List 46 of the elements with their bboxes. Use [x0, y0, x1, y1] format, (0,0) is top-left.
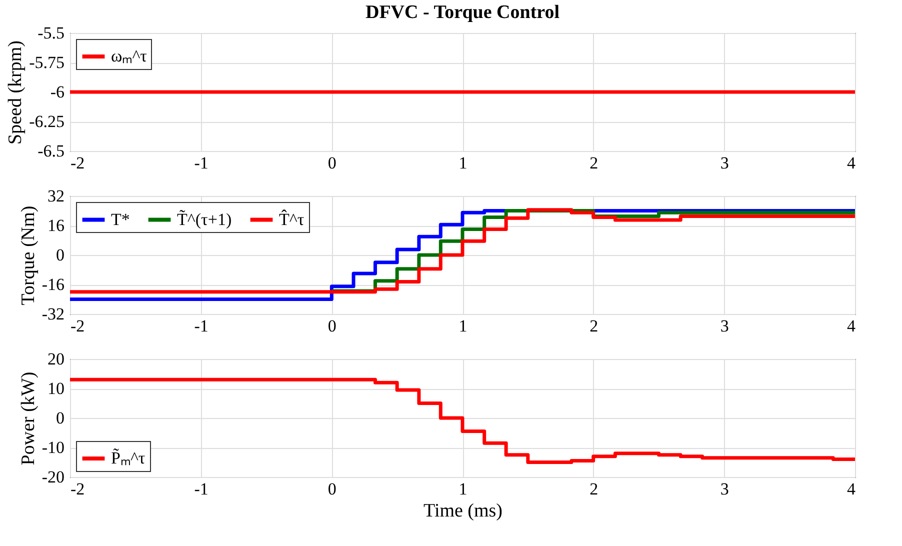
x-tick-label: 2 [590, 480, 598, 498]
legend-label: T̃^(τ+1) [177, 209, 232, 229]
y-tick-label: 10 [48, 379, 64, 398]
x-tick-label: 1 [458, 154, 468, 172]
y-tick-label: 16 [48, 216, 64, 235]
legend-label: T̂^τ [279, 209, 304, 229]
x-tick-label: 0 [328, 154, 336, 172]
x-tick-label: 1 [458, 316, 468, 336]
y-tick-label: 32 [48, 186, 64, 206]
x-axis-title: Time (ms) [423, 500, 503, 522]
y-tick-label: -5.5 [38, 24, 64, 42]
y-tick-label: -16 [42, 275, 64, 294]
x-tick-label: 4 [847, 316, 856, 336]
y-axis-title: Torque (Nm) [18, 206, 39, 306]
y-axis-title: Speed (krpm) [5, 40, 26, 144]
x-tick-label: 0 [328, 480, 336, 498]
y-tick-label: -10 [42, 438, 64, 457]
x-tick-label: -1 [194, 316, 208, 336]
y-tick-label: -5.75 [29, 53, 64, 72]
x-tick-label: -1 [194, 480, 208, 498]
x-tick-label: 3 [720, 480, 729, 498]
x-tick-label: -2 [70, 480, 85, 498]
x-tick-label: 1 [458, 480, 468, 498]
y-tick-label: -6 [50, 82, 64, 102]
x-tick-label: 2 [590, 316, 598, 336]
x-tick-label: 3 [720, 154, 729, 172]
y-tick-label: -6.25 [29, 112, 64, 131]
legend-label: P̃ₘ^τ [111, 448, 146, 468]
legend-label: ωₘ^τ [111, 46, 148, 66]
y-tick-label: 0 [56, 408, 64, 428]
x-tick-label: 4 [847, 480, 856, 498]
y-tick-label: 0 [56, 246, 64, 264]
chart-title: DFVC - Torque Control [365, 2, 560, 23]
x-tick-label: 3 [720, 316, 729, 336]
x-tick-label: -2 [70, 316, 85, 336]
y-tick-label: -20 [42, 468, 64, 486]
x-tick-label: -2 [70, 154, 85, 172]
legend-label: T* [111, 210, 130, 229]
x-tick-label: 2 [590, 154, 598, 172]
x-tick-label: 0 [328, 316, 336, 336]
y-tick-label: -32 [42, 304, 64, 324]
x-tick-label: -1 [194, 154, 208, 172]
y-tick-label: -6.5 [38, 142, 64, 160]
y-axis-title: Power (kW) [18, 372, 39, 466]
x-tick-label: 4 [847, 154, 856, 172]
y-tick-label: 20 [48, 350, 64, 368]
